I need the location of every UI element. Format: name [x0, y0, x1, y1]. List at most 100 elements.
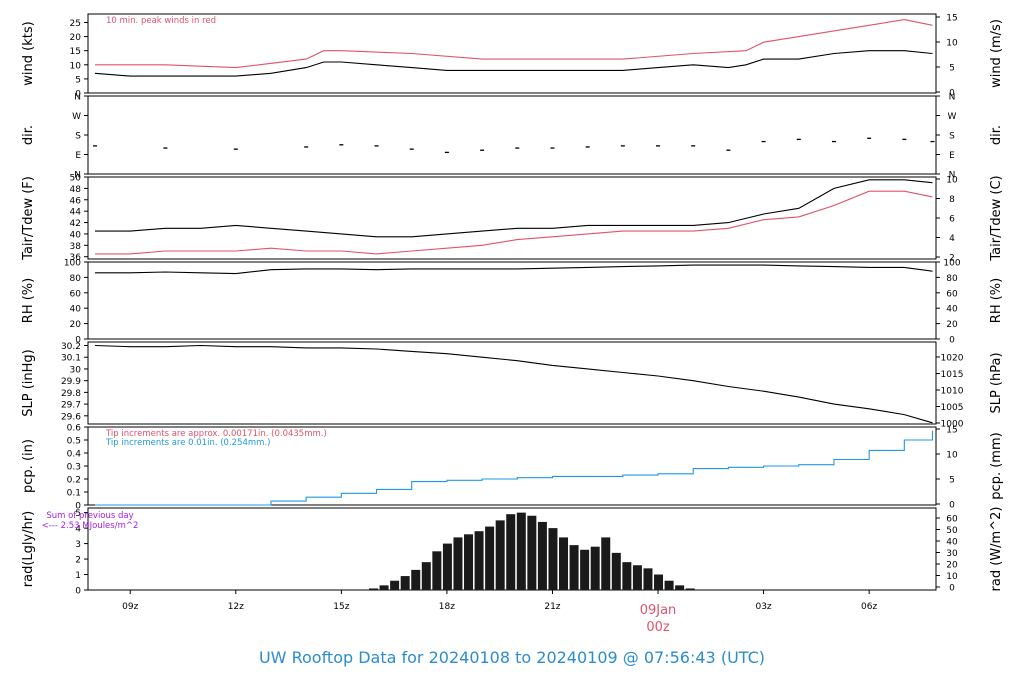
ytick-label-right: 5 [949, 64, 955, 74]
data-point [550, 147, 555, 149]
ylabel-pcp: pcp. (in) [21, 439, 36, 493]
bar [474, 531, 484, 590]
ytick-label-right: 2 [949, 254, 955, 264]
ytick-label-right: 100 [943, 259, 960, 269]
ytick-label: N [74, 171, 81, 181]
ytick-label: 20 [70, 33, 82, 43]
bar [442, 543, 452, 590]
ytick-label: 20 [70, 320, 82, 330]
ylabel-right-dir: dir. [989, 125, 1004, 145]
ytick-label: 0.4 [67, 450, 82, 460]
ytick-label: 1 [75, 571, 81, 581]
bar [537, 521, 547, 590]
ytick-label: 50 [70, 174, 82, 184]
ytick-label: 4 [75, 525, 81, 535]
data-point [831, 140, 836, 143]
ytick-label-right: 60 [946, 289, 958, 299]
series-group-rh [95, 264, 933, 275]
ytick-label: 10 [70, 61, 82, 71]
panel-frame-slp [87, 341, 937, 425]
pcp-annotation-1: Tip increments are approx. 0.00171in. (0… [105, 429, 327, 439]
panel-frame-rh [87, 261, 937, 340]
ytick-label-right: 10 [946, 176, 958, 186]
xtick-label: 12z [228, 602, 244, 612]
ytick-label-right: 8 [949, 195, 955, 205]
ytick-label: 60 [70, 289, 82, 299]
series-line-slp-0 [94, 344, 933, 424]
series-group-rad [369, 512, 695, 590]
ytick-label-right: 0 [949, 584, 955, 594]
bar [506, 514, 516, 590]
xtick-label: 03z [755, 602, 771, 612]
ytick-label-right: 0 [949, 89, 955, 99]
ytick-label: 40 [70, 230, 82, 240]
data-point [409, 148, 414, 150]
series-group-dir [93, 137, 935, 154]
ytick-label: 29.6 [61, 412, 81, 422]
xtick-label: 21z [544, 602, 560, 612]
ylabel-right-slp: SLP (hPa) [989, 352, 1004, 413]
ytick-label-right: S [949, 132, 955, 142]
ytick-label-right: 0 [949, 336, 955, 346]
ytick-label-right: 1020 [941, 354, 964, 364]
ytick-label-right: 15 [946, 426, 957, 436]
ytick-label-right: 6 [949, 215, 955, 225]
ylabel-temp: Tair/Tdew (F) [21, 176, 36, 261]
ytick-label: 30.2 [61, 342, 81, 352]
chart-title: UW Rooftop Data for 20240108 to 20240109… [258, 648, 766, 667]
bar [590, 546, 600, 590]
ytick-label: 0 [75, 587, 81, 597]
ytick-label-right: 40 [946, 305, 958, 315]
ytick-label: 0 [75, 502, 81, 512]
data-point [585, 146, 590, 148]
series-line-pcp-0 [95, 430, 934, 506]
bar [664, 580, 674, 590]
wind-annotation: 10 min. peak winds in red [106, 16, 216, 26]
bar [453, 537, 463, 590]
ytick-label: 0.3 [67, 463, 81, 473]
bar [516, 512, 526, 590]
ytick-label: 15 [70, 47, 81, 57]
data-point [867, 137, 872, 139]
ytick-label: 80 [70, 274, 82, 284]
bar [569, 545, 579, 590]
ytick-label-right: 1010 [941, 387, 964, 397]
data-point [233, 148, 238, 150]
ytick-label: 0.6 [67, 424, 82, 434]
series-group-wind [94, 19, 933, 77]
ylabel-rh: RH (%) [21, 278, 36, 323]
ytick-label-right: 60 [946, 515, 958, 525]
ytick-label-right: 30 [946, 549, 958, 559]
data-point [902, 138, 907, 141]
data-point [163, 147, 168, 149]
ylabel-right-pcp: pcp. (mm) [989, 432, 1004, 499]
ylabel-dir: dir. [21, 125, 36, 145]
data-point [304, 146, 309, 148]
bar [611, 552, 621, 590]
ytick-label: 25 [70, 19, 81, 29]
xtick-label: 06z [861, 602, 877, 612]
ytick-label: W [72, 112, 81, 122]
rad-annotation-1: Sum of previous day [46, 511, 133, 521]
data-point [796, 138, 801, 141]
bar [464, 534, 474, 590]
ytick-label-right: 5 [949, 476, 955, 486]
ytick-label-right: 10 [946, 572, 958, 582]
xtick-label: 18z [439, 602, 455, 612]
data-point [515, 147, 520, 149]
ytick-label: 0.2 [67, 476, 81, 486]
ytick-label-right: 0 [949, 501, 955, 511]
xtick-label: 09z [122, 602, 138, 612]
series-group-temp [95, 179, 933, 255]
ytick-label-right: 15 [946, 14, 957, 24]
ytick-label: 0.1 [67, 489, 81, 499]
data-point [339, 144, 344, 146]
series-line-temp-0 [95, 179, 933, 238]
data-point [374, 145, 379, 147]
bar [527, 515, 537, 590]
ytick-label-right: 20 [946, 320, 958, 330]
series-line-temp-1 [95, 190, 933, 255]
ytick-label-right: 1015 [941, 370, 964, 380]
xtick-label-00z: 00z [646, 620, 670, 635]
